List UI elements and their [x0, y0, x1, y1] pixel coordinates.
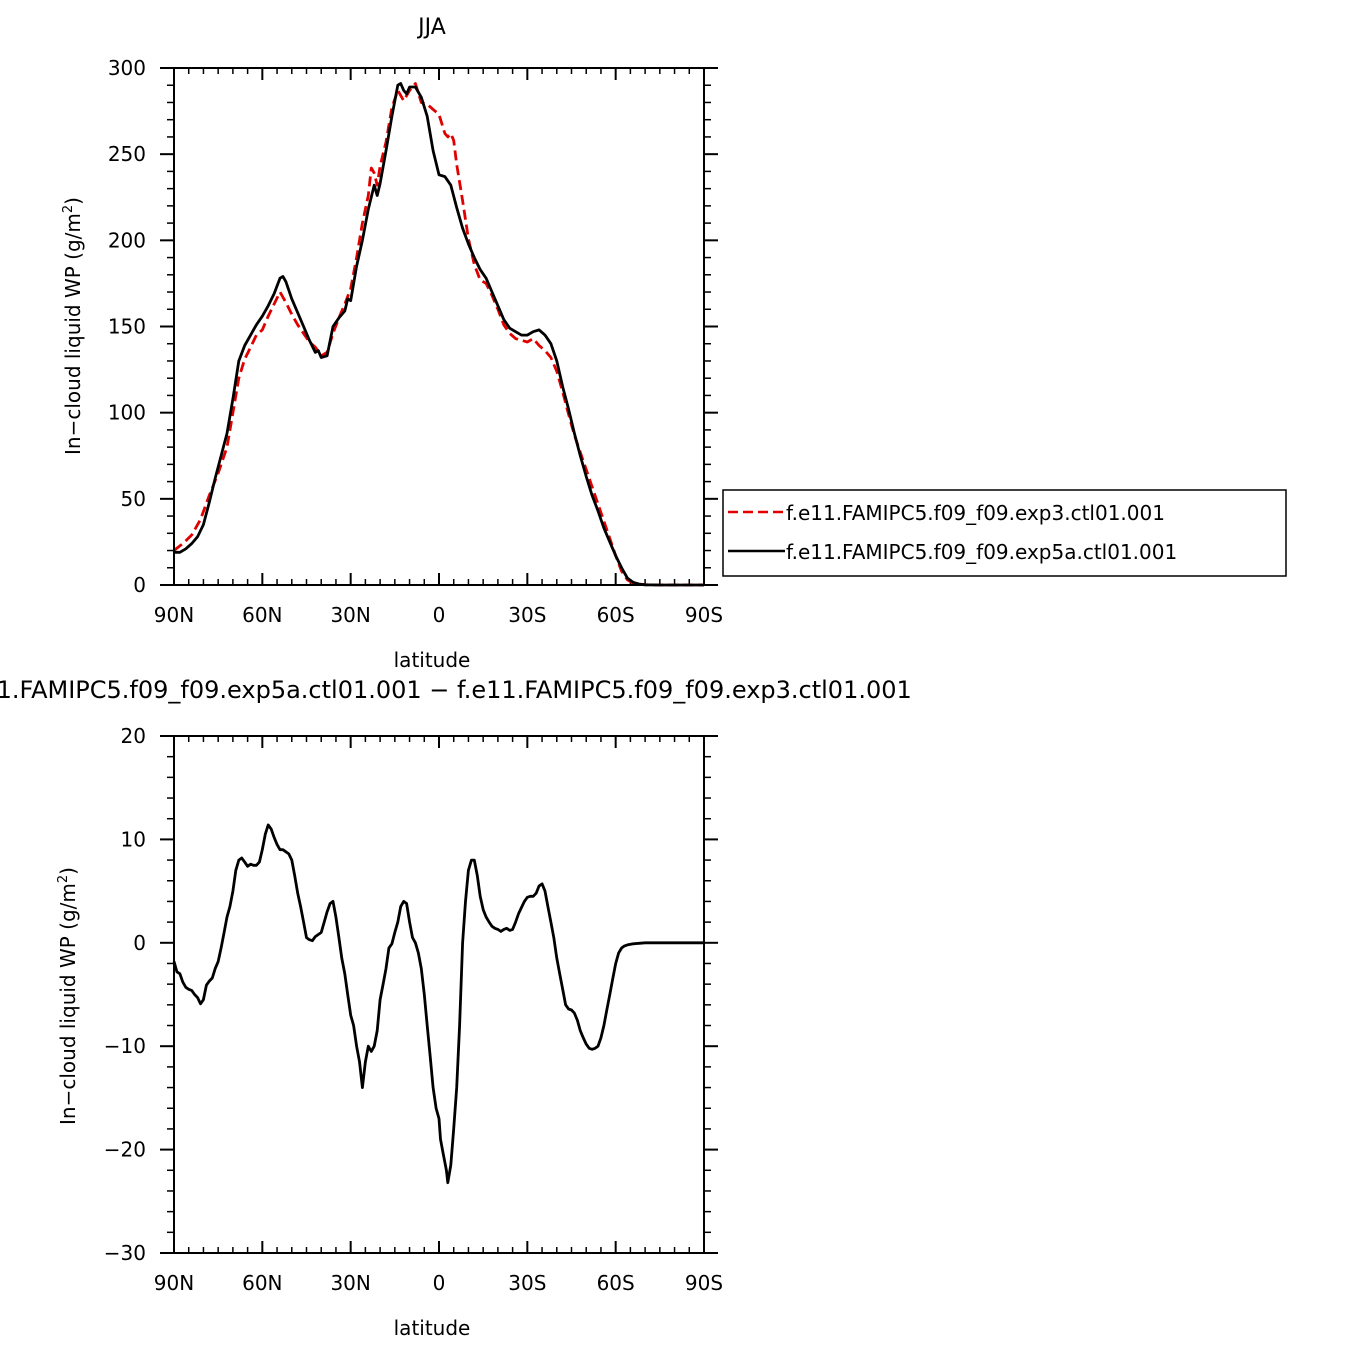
top-x-axis-label: latitude — [394, 648, 471, 672]
top-series-line-0 — [173, 82, 704, 587]
bottom-plot-frame — [173, 735, 705, 1254]
legend-frame — [722, 489, 1287, 577]
bottom-x-tick-label: 30S — [508, 1271, 546, 1295]
bottom-y-tick-label: −10 — [104, 1034, 146, 1058]
bottom-x-axis-label: latitude — [394, 1316, 471, 1340]
bottom-chart-title: f.e11.FAMIPC5.f09_f09.exp5a.ctl01.001 − … — [0, 676, 912, 704]
bottom-y-axis-label-main: In−cloud liquid WP (g/m — [56, 883, 80, 1125]
top-plot-frame — [173, 67, 705, 586]
top-y-axis-label-sup: 2 — [61, 205, 76, 213]
bottom-series-group — [172, 823, 704, 1185]
top-x-tick-label: 0 — [433, 603, 446, 627]
top-series-line-1 — [174, 82, 704, 587]
top-y-tick-label: 300 — [108, 56, 146, 80]
bottom-y-axis-label: In−cloud liquid WP (g/m2) — [56, 867, 80, 1125]
top-x-tick-label: 60N — [242, 603, 282, 627]
bottom-series-line-0 — [172, 823, 704, 1185]
bottom-axis-tick-labels: 90N 60N 30N 0 30S 60S 90S −30 −20 −10 0 10 20 — [104, 724, 723, 1295]
bottom-x-tick-label: 0 — [433, 1271, 446, 1295]
top-y-axis-label-close: ) — [61, 197, 85, 205]
bottom-y-tick-label: 0 — [133, 931, 146, 955]
top-y-tick-label: 250 — [108, 142, 146, 166]
top-y-tick-label: 150 — [108, 315, 146, 339]
top-y-axis-label: In−cloud liquid WP (g/m2) — [61, 197, 85, 455]
bottom-y-tick-label: 20 — [121, 724, 146, 748]
top-axis-ticks — [160, 67, 718, 586]
bottom-x-tick-label: 90N — [154, 1271, 194, 1295]
bottom-axis-ticks — [160, 735, 718, 1254]
bottom-y-tick-label: −20 — [104, 1138, 146, 1162]
bottom-y-tick-label: 10 — [121, 827, 146, 851]
top-y-tick-label: 100 — [108, 401, 146, 425]
top-chart-title: JJA — [416, 15, 446, 40]
top-y-axis-label-main: In−cloud liquid WP (g/m — [61, 213, 85, 455]
top-y-tick-label: 0 — [133, 573, 146, 597]
bottom-y-axis-label-sup: 2 — [56, 875, 71, 883]
top-y-tick-label: 50 — [121, 487, 146, 511]
bottom-y-axis-label-close: ) — [56, 867, 80, 875]
legend-label-exp5a: f.e11.FAMIPC5.f09_f09.exp5a.ctl01.001 — [786, 540, 1177, 564]
bottom-x-tick-label: 30N — [330, 1271, 370, 1295]
top-x-tick-label: 90N — [154, 603, 194, 627]
bottom-panel: f.e11.FAMIPC5.f09_f09.exp5a.ctl01.001 − … — [0, 676, 912, 1340]
top-x-tick-label: 60S — [597, 603, 635, 627]
top-legend: f.e11.FAMIPC5.f09_f09.exp3.ctl01.001 f.e… — [722, 489, 1287, 577]
top-y-tick-label: 200 — [108, 228, 146, 252]
top-x-tick-label: 30S — [508, 603, 546, 627]
bottom-x-tick-label: 60S — [597, 1271, 635, 1295]
top-axis-tick-labels: 90N 60N 30N 0 30S 60S 90S 0 50 100 150 200 250 300 — [108, 56, 723, 627]
legend-label-exp3: f.e11.FAMIPC5.f09_f09.exp3.ctl01.001 — [786, 501, 1165, 525]
top-series-group — [173, 82, 704, 587]
bottom-x-tick-label: 90S — [685, 1271, 723, 1295]
top-x-tick-label: 30N — [330, 603, 370, 627]
bottom-y-tick-label: −30 — [104, 1241, 146, 1265]
bottom-x-tick-label: 60N — [242, 1271, 282, 1295]
top-x-tick-label: 90S — [685, 603, 723, 627]
top-panel: JJA 90N 60N 30N 0 30S 60S 90S 0 50 100 150 200 250 30… — [61, 15, 1287, 672]
